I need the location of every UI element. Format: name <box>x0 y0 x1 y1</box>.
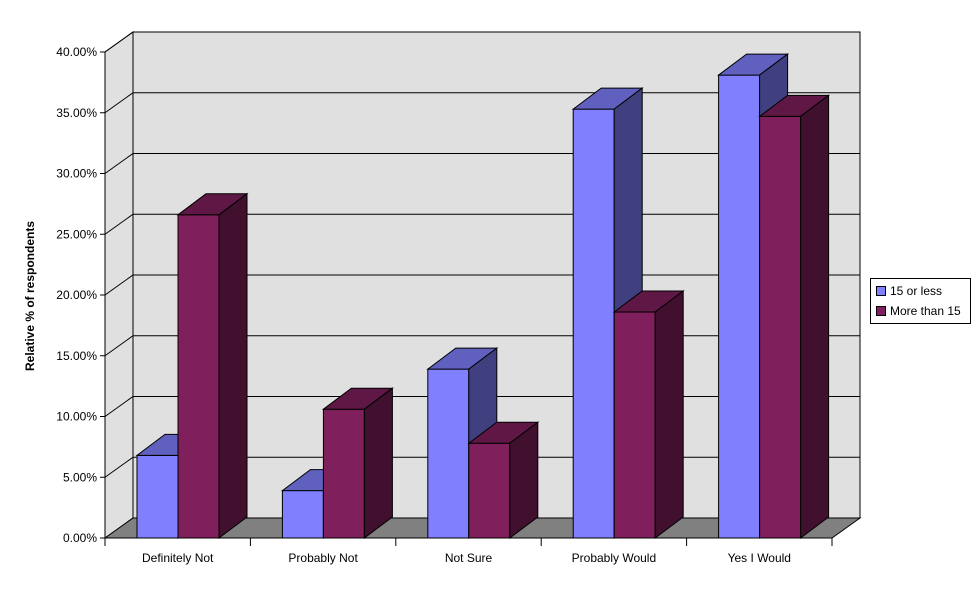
bar-side <box>509 421 539 539</box>
bar-front <box>468 442 511 539</box>
bar-front <box>718 74 761 539</box>
x-axis: Definitely Not Probably Not Not Sure Probab… <box>104 537 833 565</box>
bar-front <box>322 408 365 539</box>
y-tick-label: 35.00% <box>56 106 97 120</box>
x-tick-label: Definitely Not <box>142 551 214 565</box>
bars <box>135 53 831 539</box>
bar-side <box>363 387 393 539</box>
bar-front <box>427 368 470 539</box>
x-tick-label: Yes I Would <box>728 551 791 565</box>
legend-item-15-or-less: 15 or less <box>871 281 970 301</box>
bar-more-than-15-probably-would <box>612 290 685 539</box>
y-axis: 0.00% 5.00% 10.00% 15.00% 20.00% 25.00% 30.00%… <box>56 45 106 545</box>
bar-more-than-15-not-sure <box>467 421 540 539</box>
bar-side <box>654 290 684 539</box>
bar-front <box>281 490 324 539</box>
legend-item-more-than-15: More than 15 <box>871 301 970 321</box>
legend: 15 or less More than 15 <box>870 278 971 324</box>
y-axis-label: Relative % of respondents <box>23 221 37 371</box>
bar-more-than-15-definitely-not <box>176 192 249 539</box>
bar-front <box>136 454 179 539</box>
gridline <box>104 31 860 53</box>
bar-side <box>218 192 248 539</box>
legend-swatch-15-or-less <box>876 286 886 296</box>
y-tick-label: 5.00% <box>63 470 97 484</box>
bar-front <box>613 311 656 539</box>
x-tick-label: Probably Would <box>572 551 657 565</box>
x-tick-label: Probably Not <box>288 551 358 565</box>
y-tick-label: 25.00% <box>56 227 97 241</box>
y-tick-label: 0.00% <box>63 531 97 545</box>
legend-label-more-than-15: More than 15 <box>890 304 961 318</box>
bar-side <box>800 94 830 539</box>
legend-swatch-more-than-15 <box>876 306 886 316</box>
x-tick-label: Not Sure <box>445 551 493 565</box>
bar-front <box>572 108 615 539</box>
bar-front <box>759 115 802 539</box>
bar-more-than-15-yes-i-would <box>758 94 831 539</box>
y-tick-label: 15.00% <box>56 349 97 363</box>
y-tick-label: 20.00% <box>56 288 97 302</box>
legend-label-15-or-less: 15 or less <box>890 284 943 298</box>
y-tick-label: 30.00% <box>56 167 97 181</box>
y-tick-label: 40.00% <box>56 45 97 59</box>
bar-front <box>177 214 220 539</box>
bar-more-than-15-probably-not <box>321 387 394 539</box>
y-tick-label: 10.00% <box>56 410 97 424</box>
